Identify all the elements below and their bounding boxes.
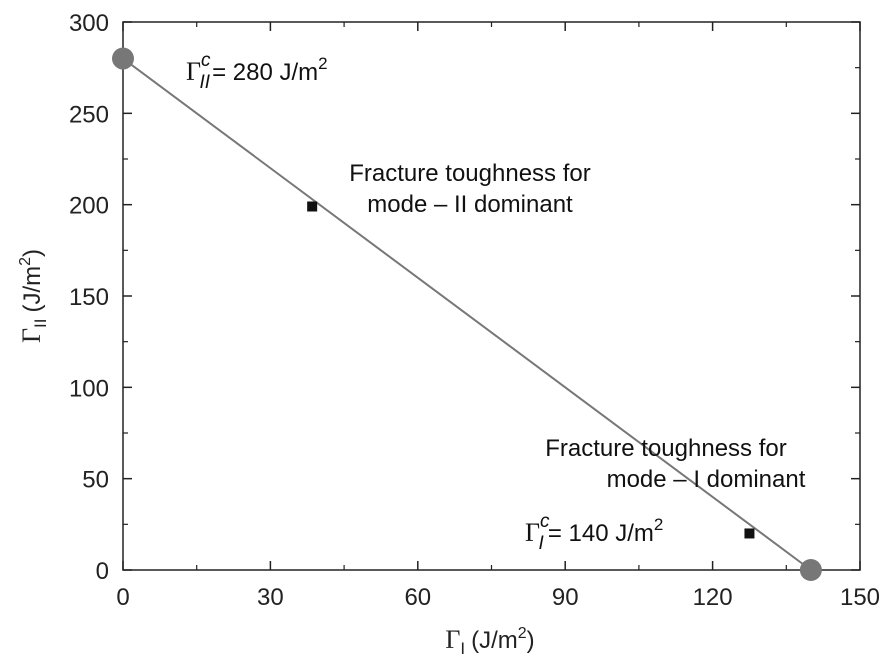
annotation-gamma-ii-c: Γc II= 280 J/m2: [186, 50, 328, 93]
y-tick-label: 250: [69, 101, 109, 128]
y-tick-label: 300: [69, 10, 109, 37]
annot-i-text-sup: 2: [654, 515, 663, 534]
endpoints: [112, 47, 822, 581]
annotation-mode-ii-line1: Fracture toughness for: [349, 160, 590, 187]
y-axis-unit-close: ): [19, 249, 46, 257]
x-tick-labels: 0 30 60 90 120 150: [116, 584, 880, 611]
y-axis-symbol: Γ: [17, 328, 46, 343]
x-axis-unit-close: ): [527, 627, 535, 654]
annot-i-sup: c: [540, 511, 550, 532]
ticks: [122, 21, 861, 571]
endpoint-marker: [799, 559, 822, 581]
y-axis-sub: II: [31, 319, 50, 328]
annotation-mode-ii-line2: mode – II dominant: [367, 191, 573, 218]
data-point: [744, 528, 755, 539]
x-axis-label: ΓI (J/m2): [445, 625, 534, 658]
x-axis-unit: (J/m: [471, 627, 518, 654]
annotation-mode-i-line1: Fracture toughness for: [545, 435, 786, 462]
y-tick-label: 150: [69, 284, 109, 311]
x-tick-label: 120: [693, 584, 733, 611]
y-tick-label: 0: [96, 558, 109, 585]
annot-ii-text-sup: 2: [318, 54, 327, 73]
x-axis-sub: I: [460, 639, 465, 658]
annot-ii-sub: II: [200, 72, 211, 93]
x-tick-label: 90: [552, 584, 579, 611]
x-tick-label: 60: [404, 584, 431, 611]
annot-ii-symbol: Γ: [186, 57, 201, 86]
y-tick-label: 50: [82, 467, 109, 494]
annot-i-sub: I: [539, 533, 545, 554]
data-point: [307, 201, 318, 212]
x-tick-label: 0: [116, 584, 129, 611]
x-axis-symbol: Γ: [445, 625, 460, 654]
y-axis-label: ΓII (J/m2): [17, 249, 50, 343]
annotation-mode-i-line2: mode – I dominant: [607, 466, 806, 493]
endpoint-marker: [112, 47, 134, 70]
x-tick-label: 30: [257, 584, 284, 611]
x-tick-label: 150: [840, 584, 880, 611]
annot-ii-sup: c: [201, 50, 211, 71]
annot-ii-text: = 280 J/m: [212, 59, 318, 86]
y-axis-unit: (J/m: [19, 266, 46, 313]
annot-i-symbol: Γ: [525, 518, 540, 547]
y-tick-labels: 0 50 100 150 200 250 300: [69, 10, 109, 585]
data-points: [307, 201, 755, 539]
annotation-gamma-i-c: Γc I = 140 J/m2: [525, 511, 663, 554]
annot-i-text: = 140 J/m: [548, 520, 654, 547]
y-axis-unit-sup: 2: [17, 257, 34, 266]
y-tick-label: 100: [69, 375, 109, 402]
fracture-criterion-line: [122, 57, 812, 571]
y-tick-label: 200: [69, 193, 109, 220]
x-axis-unit-sup: 2: [518, 625, 527, 642]
